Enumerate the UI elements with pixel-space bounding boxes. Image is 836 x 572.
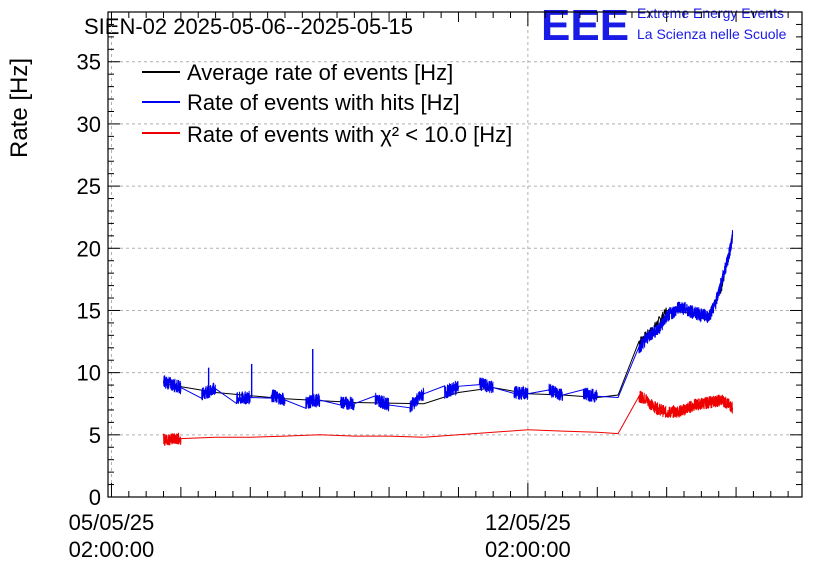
eee-logo-line1: Extreme Energy Events — [637, 5, 784, 21]
series-line-hits — [163, 230, 734, 413]
y-tick-label: 0 — [89, 485, 101, 510]
y-tick-label: 20 — [77, 236, 101, 261]
y-tick-label: 15 — [77, 298, 101, 323]
x-tick-label-date: 12/05/25 — [485, 510, 571, 535]
eee-logo-mark: EEE — [541, 1, 629, 50]
x-tick-label-time: 02:00:00 — [69, 537, 155, 562]
grid — [108, 12, 802, 497]
series-line-chi2 — [163, 390, 733, 446]
y-tick-label: 30 — [77, 112, 101, 137]
eee-logo: EEE Extreme Energy Events La Scienza nel… — [541, 1, 787, 50]
eee-logo-line2: La Scienza nelle Scuole — [637, 26, 787, 42]
y-tick-label: 35 — [77, 50, 101, 75]
x-tick-label-date: 05/05/25 — [69, 510, 155, 535]
y-tick-label: 5 — [89, 423, 101, 448]
legend-label-chi2: Rate of events with χ² < 10.0 [Hz] — [187, 122, 512, 147]
x-tick-label-time: 02:00:00 — [485, 537, 571, 562]
y-tick-label: 10 — [77, 361, 101, 386]
legend: Average rate of events [Hz] Rate of even… — [142, 60, 512, 147]
plot-frame — [107, 11, 803, 498]
series-layer — [163, 230, 734, 446]
y-tick-label: 25 — [77, 174, 101, 199]
legend-label-hits: Rate of events with hits [Hz] — [187, 90, 460, 115]
chart-title: SIEN-02 2025-05-06--2025-05-15 — [84, 14, 413, 39]
axes — [107, 11, 803, 498]
y-axis-label: Rate [Hz] — [6, 58, 33, 158]
legend-label-average: Average rate of events [Hz] — [187, 60, 453, 85]
